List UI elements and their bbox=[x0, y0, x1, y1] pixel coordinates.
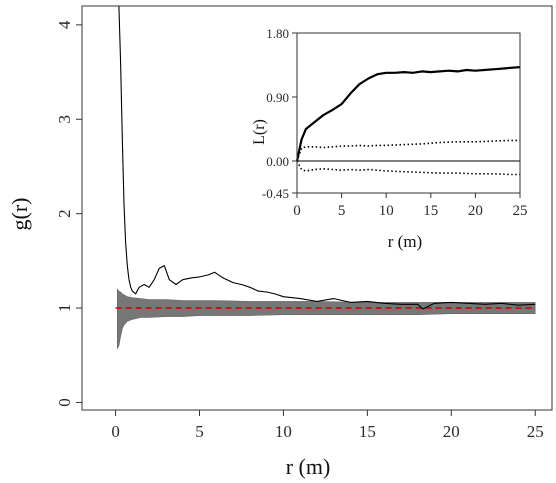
main-y-axis-label: g(r) bbox=[7, 198, 32, 231]
main-y-ticks: 0 1 2 3 4 bbox=[55, 20, 82, 407]
main-series-group bbox=[118, 5, 536, 310]
main-x-tick-label: 25 bbox=[527, 422, 544, 441]
inset-plot-frame bbox=[296, 32, 521, 194]
main-simulation-envelope bbox=[117, 288, 536, 350]
inset-y-tick-label: -0.45 bbox=[262, 186, 289, 201]
inset-x-tick-label: 25 bbox=[513, 203, 528, 219]
main-y-tick-label: 1 bbox=[55, 304, 74, 313]
main-x-axis-label: r (m) bbox=[286, 454, 331, 479]
inset-x-tick-label: 0 bbox=[293, 203, 301, 219]
inset-x-tick-label: 20 bbox=[468, 203, 483, 219]
inset-series-group bbox=[295, 66, 521, 176]
inset-y-tick-label: 0.00 bbox=[266, 154, 289, 169]
inset-y-axis-label: L(r) bbox=[251, 119, 268, 145]
main-x-ticks: 0 5 10 15 20 25 bbox=[111, 410, 544, 441]
inset-y-tick-label: 1.80 bbox=[266, 26, 289, 41]
main-y-tick-label: 0 bbox=[55, 398, 74, 407]
inset-x-tick-label: 15 bbox=[423, 203, 438, 219]
main-x-tick-label: 15 bbox=[359, 422, 376, 441]
inset-chart: 0 5 10 15 20 25 -0.45 0.00 0.90 1.80 r (m) L(r) bbox=[238, 10, 540, 254]
inset-x-tick-label: 10 bbox=[379, 203, 394, 219]
inset-series-line-0 bbox=[295, 66, 521, 162]
main-x-tick-label: 0 bbox=[111, 422, 120, 441]
main-y-tick-label: 2 bbox=[55, 209, 74, 218]
main-y-tick-label: 4 bbox=[55, 20, 74, 29]
inset-series-line-2 bbox=[296, 160, 520, 176]
inset-x-ticks: 0 5 10 15 20 25 bbox=[293, 193, 528, 219]
inset-x-axis-label: r (m) bbox=[388, 232, 422, 251]
main-plot-frame bbox=[81, 5, 553, 411]
inset-y-ticks: -0.45 0.00 0.90 1.80 bbox=[262, 26, 297, 201]
main-x-tick-label: 10 bbox=[275, 422, 292, 441]
inset-background bbox=[238, 10, 540, 254]
main-x-tick-label: 20 bbox=[443, 422, 460, 441]
inset-y-tick-label: 0.90 bbox=[266, 90, 289, 105]
main-series-line-0 bbox=[118, 5, 536, 310]
main-x-tick-label: 5 bbox=[195, 422, 204, 441]
main-y-tick-label: 3 bbox=[55, 115, 74, 124]
inset-series-line-1 bbox=[296, 139, 520, 162]
main-chart: 0 5 10 15 20 25 0 1 2 3 4 r (m) g(r) bbox=[7, 5, 553, 479]
inset-x-tick-label: 5 bbox=[338, 203, 346, 219]
